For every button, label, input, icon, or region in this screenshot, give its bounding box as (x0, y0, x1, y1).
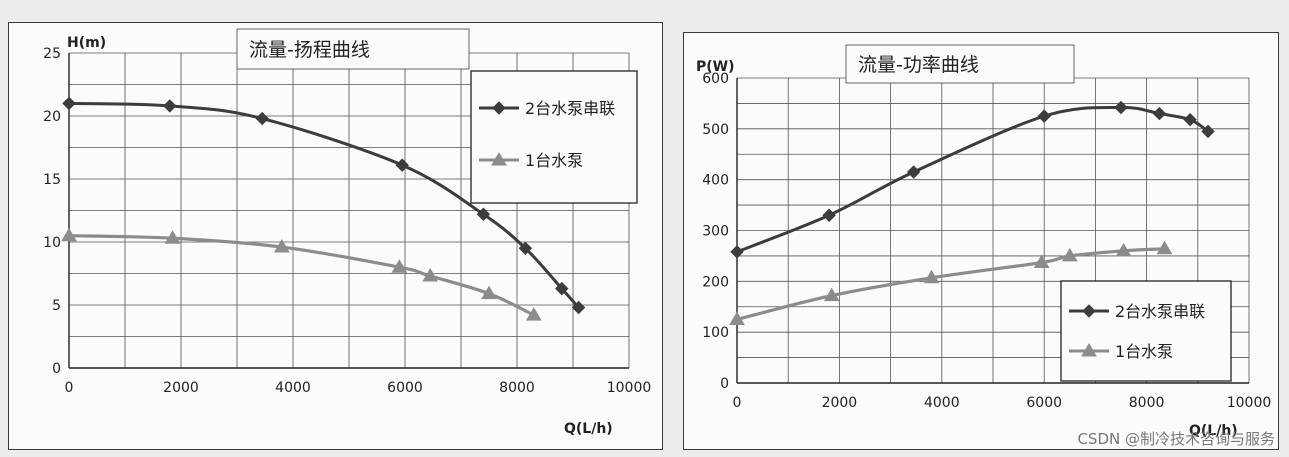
chart-title: 流量-扬程曲线 (249, 39, 370, 61)
power-flow-chart-panel: 0 2000 4000 6000 8000 10000 0 100 200 300 400 500 60… (683, 32, 1279, 450)
legend-marker (1081, 343, 1097, 357)
data-point (164, 230, 181, 244)
y-tick-label: 10 (43, 235, 61, 251)
y-tick-label: 15 (43, 172, 61, 188)
data-point (1061, 247, 1078, 262)
y-tick-label: 0 (720, 376, 729, 392)
data-point (1033, 254, 1050, 269)
legend-label: 1台水泵 (1115, 342, 1173, 361)
series-1pump (729, 240, 1173, 325)
series-1pump (61, 227, 542, 321)
legend-marker (1082, 304, 1096, 318)
y-tick-label: 25 (43, 46, 61, 62)
x-axis-label: Q(L/h) (1189, 423, 1238, 439)
data-point (1152, 106, 1167, 121)
data-point (823, 287, 840, 302)
data-point (518, 241, 533, 256)
x-tick-label: 4000 (275, 380, 311, 396)
y-tick-label: 20 (43, 109, 61, 125)
data-point (391, 259, 408, 273)
data-point (906, 165, 921, 179)
data-point (822, 208, 836, 222)
data-point (1156, 240, 1173, 255)
y-tick-label: 200 (702, 274, 729, 290)
data-point (525, 307, 542, 321)
legend-label: 2台水泵串联 (525, 99, 615, 118)
chart-title-box (236, 28, 470, 70)
chart-title-box (845, 44, 1075, 84)
x-tick-label: 8000 (1129, 395, 1165, 411)
legend-box (470, 70, 638, 204)
data-point (571, 300, 586, 315)
legend-label: 2台水泵串联 (1115, 302, 1205, 321)
chart-title: 流量-功率曲线 (858, 54, 979, 76)
x-tick-label: 8000 (499, 380, 535, 396)
x-tick-label: 0 (733, 395, 742, 411)
y-tick-label: 600 (702, 71, 729, 87)
data-point (1037, 109, 1051, 123)
data-point (1183, 112, 1197, 127)
legend-label: 1台水泵 (525, 151, 583, 170)
data-point (163, 99, 177, 113)
data-point (555, 281, 569, 296)
x-tick-label: 0 (65, 380, 74, 396)
x-axis-label: Q(L/h) (564, 421, 613, 437)
y-tick-label: 300 (702, 224, 729, 240)
data-point (729, 311, 745, 325)
x-tick-label: 4000 (924, 395, 960, 411)
data-point (255, 111, 269, 126)
series-line (68, 234, 535, 317)
x-tick-label: 10000 (1227, 395, 1272, 411)
legend-marker (492, 101, 506, 115)
data-point (481, 285, 497, 300)
series-2pump (730, 100, 1215, 259)
x-tick-label: 10000 (607, 380, 652, 396)
data-point (476, 207, 491, 221)
data-point (1115, 242, 1132, 257)
power-flow-chart: 0 2000 4000 6000 8000 10000 0 100 200 300 400 500 60… (696, 44, 1272, 439)
data-point (730, 245, 744, 259)
y-tick-label: 100 (702, 325, 729, 341)
series-2pump (62, 96, 586, 315)
x-tick-label: 2000 (163, 380, 199, 396)
data-point (1114, 100, 1128, 115)
head-flow-chart-panel: 0 2000 4000 6000 8000 10000 0 5 10 15 20 25 Q(L/h) H(… (8, 22, 663, 450)
y-tick-label: 0 (52, 361, 61, 377)
x-tick-label: 6000 (1026, 395, 1062, 411)
y-axis-label: H(m) (67, 35, 106, 51)
watermark: CSDN @制冷技术咨询与服务 (1077, 430, 1275, 448)
y-tick-label: 500 (702, 122, 729, 138)
legend-box (1060, 280, 1232, 382)
legend-marker (491, 152, 507, 166)
data-point (61, 227, 77, 242)
data-point (62, 96, 76, 111)
x-tick-label: 6000 (387, 380, 423, 396)
data-point (923, 269, 940, 284)
y-axis-label: P(W) (696, 59, 735, 75)
data-point (395, 158, 409, 172)
y-tick-label: 5 (52, 298, 61, 314)
data-point (273, 239, 290, 253)
x-tick-label: 2000 (822, 395, 858, 411)
y-tick-label: 400 (702, 173, 729, 189)
head-flow-chart: 0 2000 4000 6000 8000 10000 0 5 10 15 20 25 Q(L/h) H(… (43, 28, 652, 437)
data-point (1201, 124, 1215, 139)
data-point (422, 268, 439, 282)
